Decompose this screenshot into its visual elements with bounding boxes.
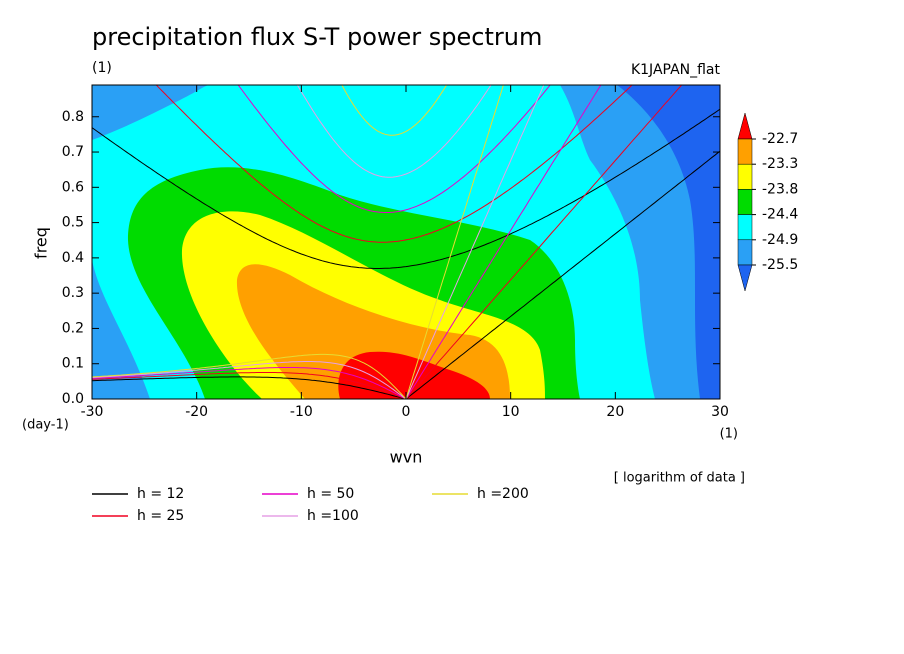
colorbar-box [737,138,753,165]
colorbar-box [737,163,753,190]
subtitle: (1) [92,60,112,76]
x-tick-label: -30 [81,404,104,420]
chart-title: precipitation flux S-T power spectrum [92,23,542,51]
y-tick-label: 0.8 [62,109,84,125]
y-tick-label: 0.6 [62,179,84,195]
y-tick-label: 0.2 [62,320,84,336]
contour-region [338,351,490,399]
dispersion-curve [92,353,407,399]
x-tick-label: -20 [185,404,208,420]
x-tick-label: 20 [606,404,624,420]
contour-region [617,85,720,399]
contour-region [236,264,510,399]
dispersion-curve [92,361,407,399]
x-axis-label: wvn [390,448,423,467]
y-tick-label: 0.4 [62,250,84,266]
legend-label: h =100 [307,508,359,524]
colorbar-triangle [737,264,753,292]
dataset-label: K1JAPAN_flat [631,62,721,78]
dispersion-curve [405,85,683,399]
x-tick-label: 30 [711,404,729,420]
colorbar-label: -23.3 [762,156,798,172]
x-tick-label: 10 [502,404,520,420]
colorbar-label: -24.9 [762,232,798,248]
colorbar-label: -25.5 [762,257,798,273]
y-tick-label: 0.5 [62,215,84,231]
y-tick-label: 0.1 [62,356,84,372]
contour-field [92,85,720,399]
dispersion-curve [92,372,407,399]
dispersion-curve [405,85,602,399]
note: [ logarithm of data ] [614,471,745,486]
x-unit: (1) [720,427,738,442]
colorbar-label: -23.8 [762,181,798,197]
dispersion-curve [92,376,407,399]
dispersion-curve [92,367,407,399]
dispersion-curve [92,108,720,269]
x-tick-label: -10 [290,404,313,420]
x-tick-label: 0 [402,404,411,420]
y-unit: (day-1) [22,418,69,433]
dispersion-curve [296,85,492,178]
colorbar-box [737,214,753,241]
colorbar-box [737,239,753,266]
dispersion-curve [405,150,720,399]
y-axis-label: freq [32,227,51,259]
legend-label: h = 50 [307,486,354,502]
dispersion-curve [405,85,504,399]
dispersion-curve [237,85,551,213]
dispersion-curve [155,85,633,243]
legend-label: h = 25 [137,508,184,524]
colorbar-label: -24.4 [762,207,798,223]
y-tick-label: 0.3 [62,285,84,301]
dispersion-curves [92,85,720,399]
y-tick-label: 0.0 [62,391,84,407]
legend-label: h =200 [477,486,529,502]
dispersion-curve [405,85,545,399]
colorbar-label: -22.7 [762,131,798,147]
y-tick-label: 0.7 [62,144,84,160]
dispersion-curve [341,85,448,136]
colorbar-box [737,189,753,215]
legend-label: h = 12 [137,486,184,502]
